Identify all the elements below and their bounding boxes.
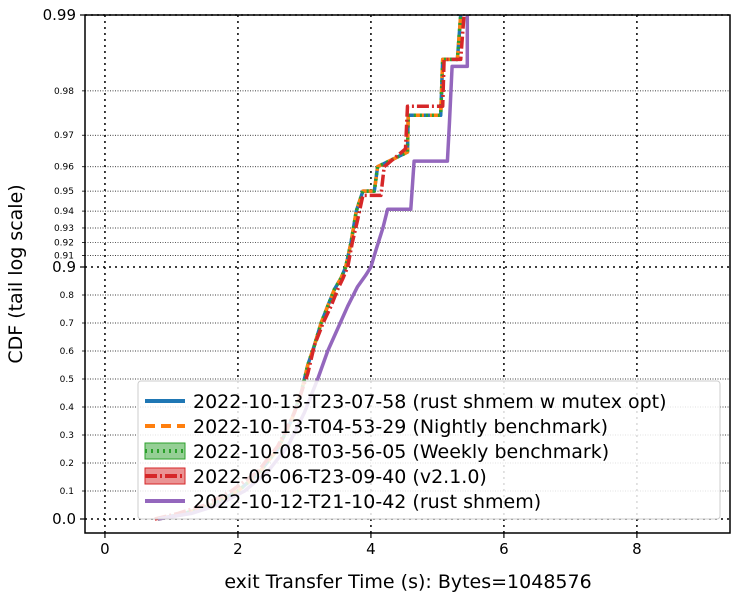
legend-label-2: 2022-10-13-T04-53-29 (Nightly benchmark) [193, 416, 608, 438]
y-tick-label: 0.0 [52, 510, 76, 528]
series-line-4 [154, 15, 466, 521]
y-minor-tick-label: 0.4 [60, 403, 75, 413]
x-axis: 0 2 4 6 8 [100, 533, 642, 558]
y-minor-tick-label: 0.94 [54, 207, 74, 217]
y-axis-label: CDF (tail log scale) [5, 184, 27, 363]
legend-label-3: 2022-10-08-T03-56-05 (Weekly benchmark) [193, 441, 609, 463]
x-tick-label: 2 [233, 540, 243, 558]
legend-box [137, 380, 721, 520]
y-minor-tick-label: 0.96 [54, 163, 74, 173]
legend-label-4: 2022-06-06-T23-09-40 (v2.1.0) [193, 466, 487, 488]
x-tick-label: 0 [100, 540, 110, 558]
y-minor-tick-label: 0.91 [54, 251, 74, 261]
legend: 2022-10-13-T23-07-58 (rust shmem w mutex… [137, 380, 721, 520]
y-minor-tick-label: 0.7 [60, 319, 74, 329]
y-tick-label: 0.99 [43, 6, 76, 24]
y-minor-tick-label: 0.5 [60, 375, 74, 385]
y-axis: 0.0 0.9 0.99 0.1 0.2 0.3 0.4 0.5 0.6 0.7 0.8 0.91 0.… [43, 6, 85, 528]
x-tick-label: 4 [366, 540, 376, 558]
y-tick-label: 0.9 [52, 258, 76, 276]
y-minor-tick-label: 0.6 [60, 347, 75, 357]
y-minor-tick-label: 0.97 [54, 131, 74, 141]
y-minor-tick-label: 0.2 [60, 459, 74, 469]
plot-frame [84, 14, 731, 534]
y-minor-tick-label: 0.1 [60, 487, 74, 497]
legend-label-5: 2022-10-12-T21-10-42 (rust shmem) [193, 491, 541, 513]
y-minor-tick-label: 0.8 [60, 291, 75, 301]
y-minor-tick-label: 0.93 [54, 224, 74, 234]
legend-label-1: 2022-10-13-T23-07-58 (rust shmem w mutex… [193, 391, 667, 413]
y-minor-tick-label: 0.95 [54, 187, 74, 197]
x-tick-label: 8 [632, 540, 642, 558]
y-minor-tick-label: 0.92 [54, 239, 74, 249]
y-minor-tick-label: 0.98 [54, 87, 74, 97]
y-minor-tick-label: 0.3 [60, 431, 74, 441]
x-axis-label: exit Transfer Time (s): Bytes=1048576 [224, 571, 591, 593]
x-tick-label: 6 [499, 540, 509, 558]
